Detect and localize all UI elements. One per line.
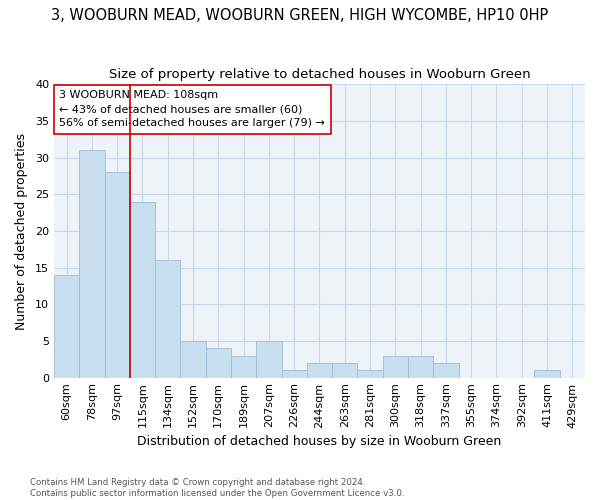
Bar xyxy=(231,356,256,378)
Bar xyxy=(206,348,231,378)
Bar xyxy=(307,363,332,378)
Bar xyxy=(181,341,206,378)
Bar xyxy=(383,356,408,378)
Bar xyxy=(155,260,181,378)
Y-axis label: Number of detached properties: Number of detached properties xyxy=(15,132,28,330)
Bar xyxy=(79,150,104,378)
Title: Size of property relative to detached houses in Wooburn Green: Size of property relative to detached ho… xyxy=(109,68,530,80)
Bar xyxy=(104,172,130,378)
Bar xyxy=(332,363,358,378)
Bar xyxy=(281,370,307,378)
X-axis label: Distribution of detached houses by size in Wooburn Green: Distribution of detached houses by size … xyxy=(137,434,502,448)
Bar xyxy=(130,202,155,378)
Bar xyxy=(54,275,79,378)
Bar xyxy=(408,356,433,378)
Text: 3, WOOBURN MEAD, WOOBURN GREEN, HIGH WYCOMBE, HP10 0HP: 3, WOOBURN MEAD, WOOBURN GREEN, HIGH WYC… xyxy=(52,8,548,22)
Bar xyxy=(433,363,458,378)
Text: 3 WOOBURN MEAD: 108sqm
← 43% of detached houses are smaller (60)
56% of semi-det: 3 WOOBURN MEAD: 108sqm ← 43% of detached… xyxy=(59,90,325,128)
Bar xyxy=(358,370,383,378)
Text: Contains HM Land Registry data © Crown copyright and database right 2024.
Contai: Contains HM Land Registry data © Crown c… xyxy=(30,478,404,498)
Bar xyxy=(535,370,560,378)
Bar xyxy=(256,341,281,378)
